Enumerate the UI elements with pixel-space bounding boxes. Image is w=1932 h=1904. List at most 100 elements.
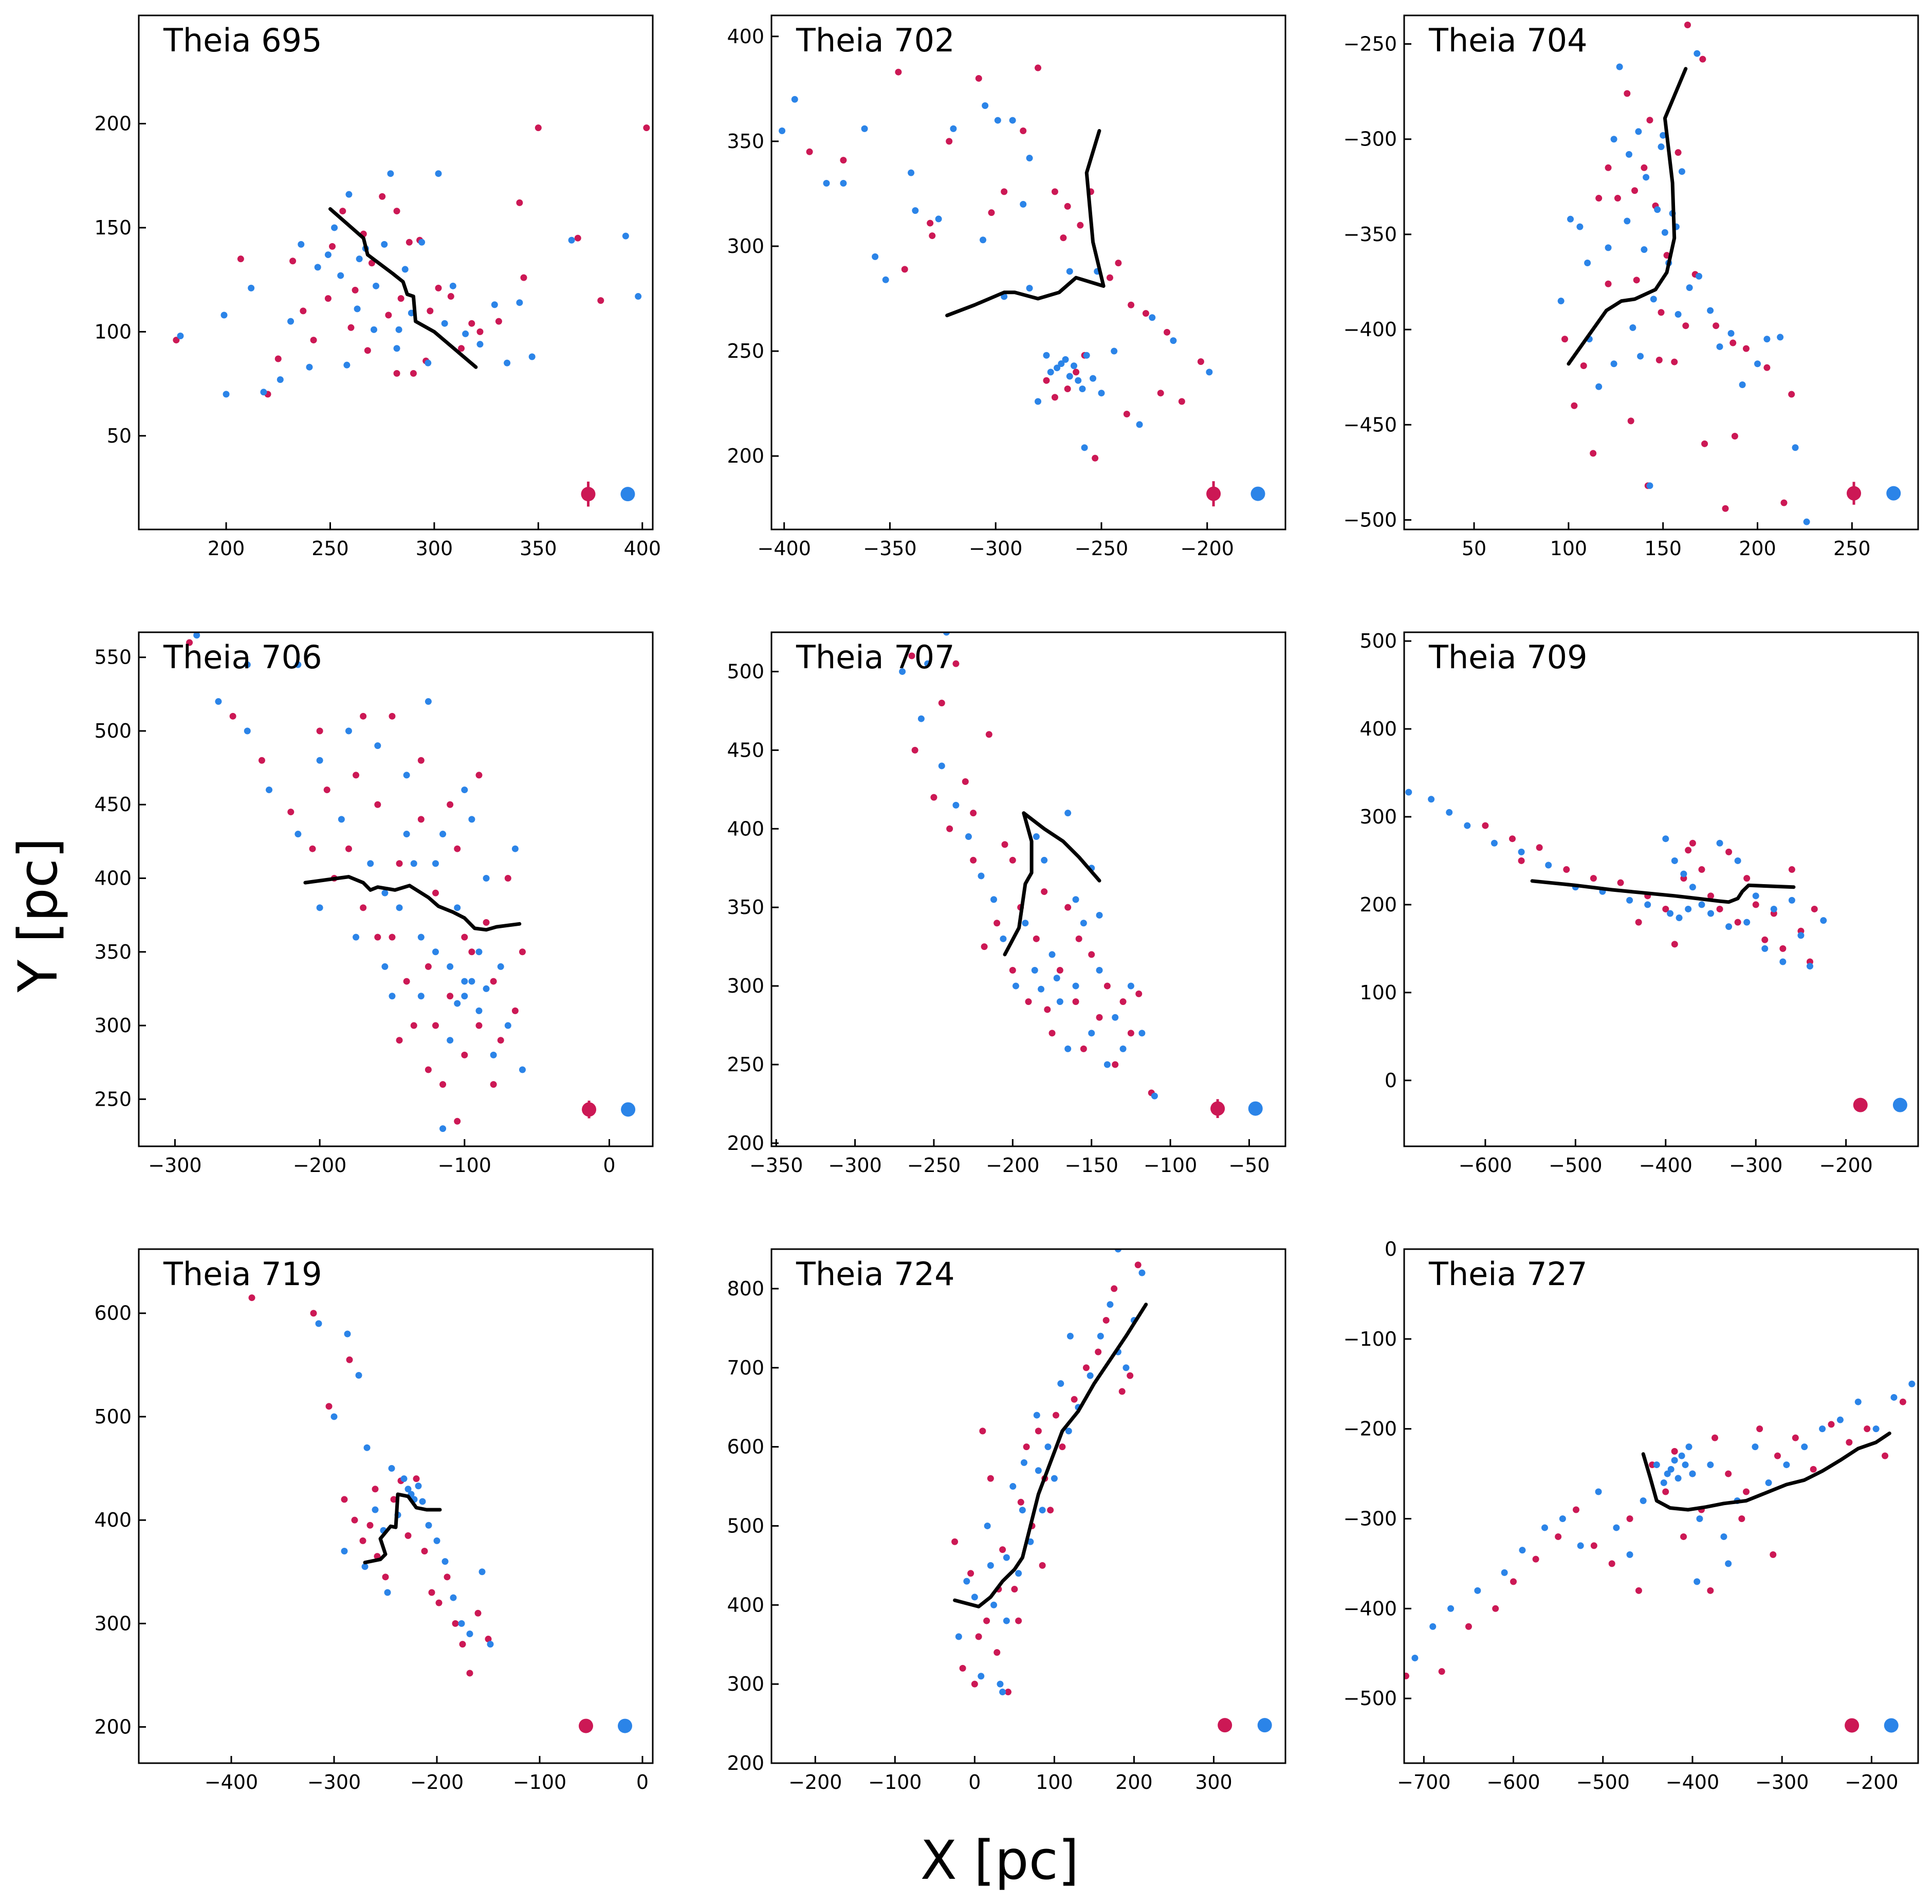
blue-point	[330, 1413, 338, 1420]
red-point	[1635, 919, 1642, 926]
red-point	[1073, 369, 1080, 376]
red-error-marker	[1210, 1101, 1225, 1116]
panel-title: Theia 707	[796, 638, 955, 676]
y-tick-label: 300	[1359, 805, 1397, 828]
blue-error-marker	[618, 1718, 632, 1733]
red-point	[435, 1599, 443, 1606]
red-point	[911, 746, 918, 754]
y-tick-label: 800	[727, 1277, 764, 1300]
red-point	[988, 209, 995, 216]
blue-point	[1626, 896, 1633, 904]
red-point	[1882, 1452, 1889, 1459]
blue-point	[1048, 951, 1056, 958]
red-point	[461, 1051, 468, 1058]
y-tick-label: 200	[727, 445, 764, 467]
x-tick-label: −200	[986, 1154, 1039, 1177]
red-point	[1482, 822, 1489, 829]
plot-frame	[138, 631, 654, 1147]
red-point	[406, 239, 413, 246]
blue-point	[504, 359, 511, 367]
red-point	[1828, 1421, 1835, 1428]
blue-point	[1761, 945, 1769, 952]
blue-point	[244, 727, 251, 735]
red-point	[1465, 1623, 1472, 1630]
blue-point	[1000, 935, 1007, 942]
red-point	[1011, 1586, 1018, 1593]
blue-point	[425, 359, 432, 367]
blue-point	[1491, 839, 1498, 847]
blue-point	[1044, 1443, 1052, 1451]
blue-point	[491, 301, 498, 308]
blue-point	[419, 1498, 426, 1505]
blue-point	[433, 1537, 440, 1544]
red-point	[428, 1589, 435, 1596]
blue-point	[396, 904, 403, 911]
blue-point	[425, 698, 432, 705]
red-point	[1509, 835, 1516, 843]
red-point	[237, 255, 244, 263]
blue-point	[1053, 975, 1060, 982]
y-tick-label: 350	[727, 130, 764, 153]
red-point	[1675, 149, 1682, 156]
blue-point	[345, 191, 353, 198]
blue-point	[519, 1066, 526, 1073]
red-point	[959, 1664, 966, 1672]
red-point	[1899, 1398, 1906, 1405]
red-point	[1051, 188, 1058, 195]
blue-point	[1114, 1249, 1121, 1253]
blue-point	[1689, 1470, 1696, 1477]
red-point	[1060, 234, 1067, 242]
red-point	[413, 1475, 420, 1482]
blue-point	[1009, 117, 1016, 124]
blue-point	[1637, 353, 1644, 360]
red-point	[397, 295, 404, 302]
red-point	[404, 1532, 412, 1539]
red-error-marker	[1206, 486, 1221, 501]
blue-point	[324, 251, 332, 259]
blue-point	[487, 1641, 494, 1648]
y-tick-label: 300	[94, 1612, 132, 1635]
blue-point	[1103, 1061, 1111, 1068]
x-tick-label: −200	[1819, 1154, 1872, 1177]
x-tick-label: −250	[1075, 537, 1128, 560]
plot-area	[1557, 22, 1901, 525]
red-point	[1033, 935, 1040, 942]
y-tick-label: −250	[1344, 33, 1397, 56]
blue-error-marker	[621, 1102, 636, 1117]
red-error-marker	[1853, 1097, 1868, 1112]
red-point	[1009, 966, 1016, 974]
blue-point	[1447, 1605, 1455, 1612]
x-tick-label: −400	[1639, 1154, 1692, 1177]
blue-point	[882, 276, 889, 283]
y-tick-label: 250	[727, 340, 764, 362]
blue-point	[298, 241, 305, 248]
panel-title: Theia 724	[796, 1255, 955, 1293]
red-point	[339, 208, 346, 215]
red-point	[993, 920, 1001, 927]
blue-point	[511, 845, 519, 852]
blue-point	[468, 816, 475, 823]
blue-point	[1752, 892, 1759, 900]
blue-point	[1610, 360, 1617, 368]
y-tick-label: 500	[94, 720, 132, 742]
panel-theia-707: −350 −300 −250 −200 −150 −100 −50 200 250 300 350 4…	[727, 631, 1286, 1177]
red-point	[574, 234, 581, 242]
blue-point	[1770, 905, 1777, 912]
red-point	[287, 809, 295, 816]
red-point	[393, 370, 400, 377]
blue-point	[461, 786, 468, 794]
spine-line	[953, 1303, 1148, 1608]
blue-point	[316, 757, 323, 764]
red-point	[432, 889, 439, 896]
blue-point	[1062, 356, 1069, 363]
red-point	[1742, 345, 1750, 352]
red-point	[1734, 919, 1741, 926]
blue-point	[372, 1506, 379, 1513]
red-point	[1605, 164, 1612, 171]
blue-point	[266, 786, 273, 794]
blue-point	[1557, 298, 1565, 305]
red-point	[1563, 866, 1570, 873]
blue-point	[344, 1330, 351, 1338]
panel-title: Theia 695	[163, 22, 322, 59]
